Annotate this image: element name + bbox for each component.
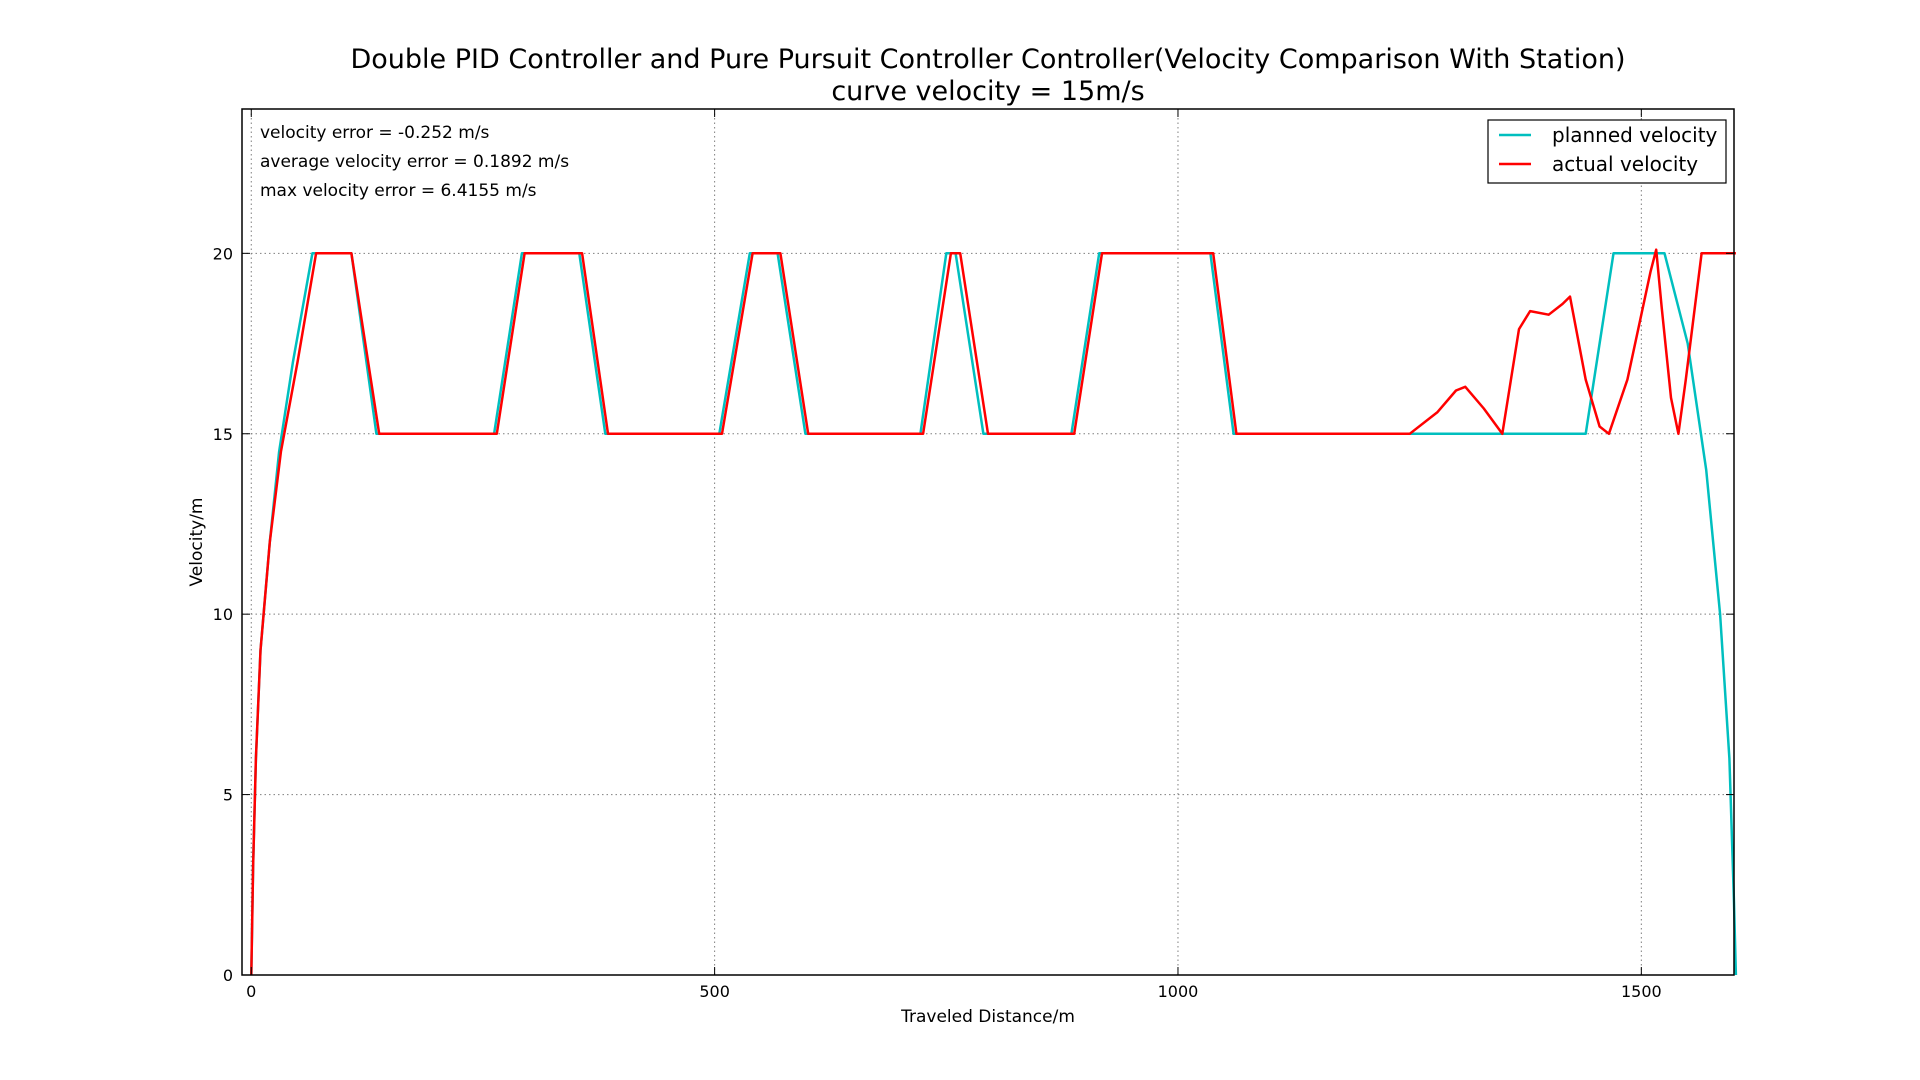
chart-title: Double PID Controller and Pure Pursuit C… (350, 44, 1625, 75)
series-line-actual-velocity (250, 248, 1736, 976)
legend-box (1487, 119, 1727, 184)
y-tick-label: 10 (213, 605, 233, 624)
y-axis-label: Velocity/m (187, 498, 207, 587)
series-line-planned-velocity (250, 252, 1738, 976)
legend: planned velocity actual velocity (1487, 119, 1727, 184)
y-tick-label: 15 (213, 425, 233, 444)
legend-label-actual-velocity: actual velocity (1552, 152, 1698, 176)
chart-subtitle: curve velocity = 15m/s (831, 76, 1144, 107)
y-tick-label: 0 (223, 966, 233, 985)
series-lines (250, 248, 1738, 976)
grid-lines (242, 109, 1734, 976)
x-tick-label: 1000 (1158, 982, 1199, 1001)
velocity-error-annotation: velocity error = -0.252 m/s (260, 123, 490, 143)
average-velocity-error-annotation: average velocity error = 0.1892 m/s (260, 152, 569, 172)
x-axis-label: Traveled Distance/m (900, 1007, 1075, 1027)
y-tick-label: 5 (223, 786, 233, 805)
plot-area-frame (241, 108, 1735, 976)
max-velocity-error-annotation: max velocity error = 6.4155 m/s (260, 181, 537, 201)
x-tick-label: 500 (699, 982, 730, 1001)
x-tick-label: 0 (246, 982, 256, 1001)
axis-ticks: 0 500 1000 1500 0 5 10 15 20 (213, 109, 1734, 1001)
x-tick-label: 1500 (1621, 982, 1662, 1001)
stats-annotations: velocity error = -0.252 m/s average velo… (260, 123, 569, 201)
legend-label-planned-velocity: planned velocity (1552, 123, 1718, 147)
y-tick-label: 20 (213, 244, 233, 263)
